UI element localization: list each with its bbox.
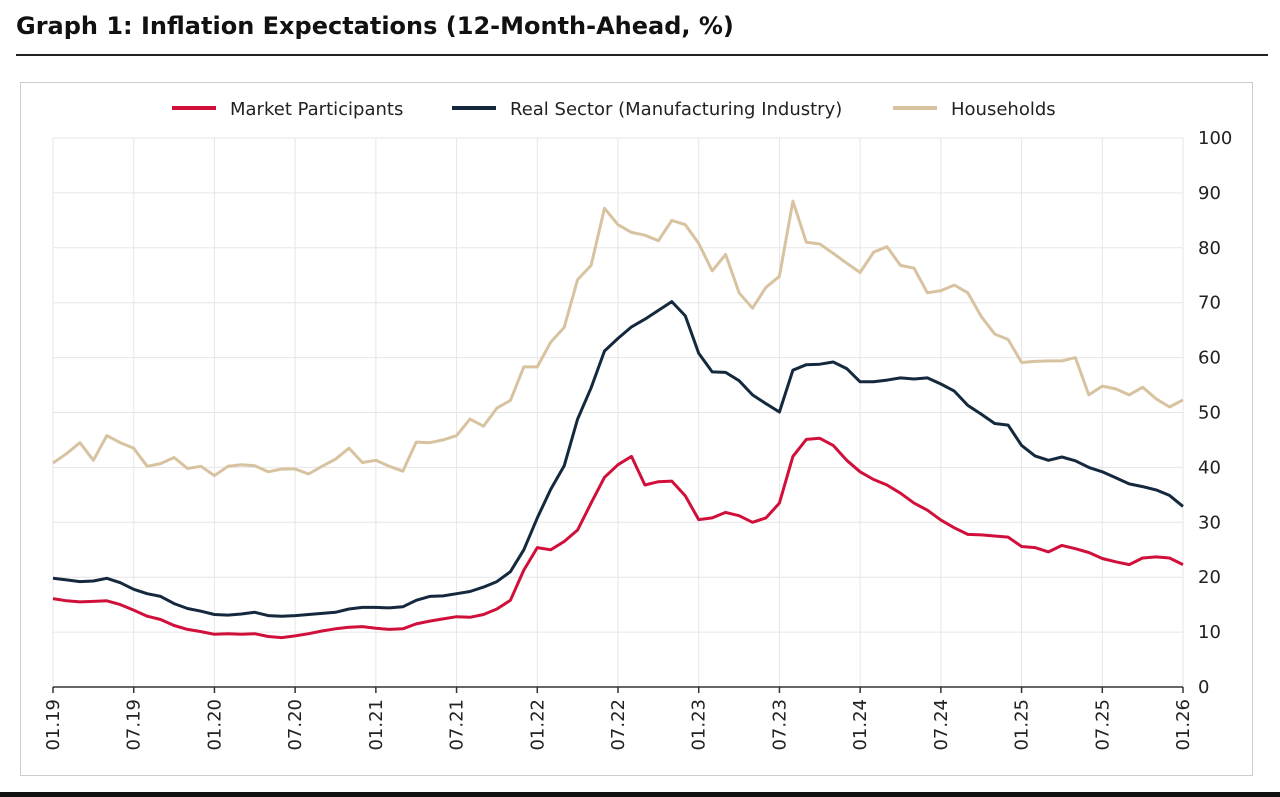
x-tick-label: 07.21 — [447, 699, 468, 751]
y-tick-label: 30 — [1198, 512, 1221, 533]
x-tick-label: 07.19 — [124, 699, 145, 751]
y-tick-label: 0 — [1198, 677, 1209, 698]
legend-label: Market Participants — [230, 99, 403, 120]
title-underline — [16, 54, 1268, 56]
bottom-divider — [0, 792, 1280, 797]
axes: 0 10 20 30 40 50 60 70 80 90 100 01.19 07.19 01.20 07.… — [43, 128, 1232, 751]
y-tick-label: 90 — [1198, 183, 1221, 204]
legend: Market Participants Real Sector (Manufact… — [172, 99, 1056, 120]
x-tick-label: 07.24 — [931, 699, 952, 751]
y-tick-label: 80 — [1198, 238, 1221, 259]
chart-frame — [20, 82, 1253, 776]
x-tick-label: 01.20 — [204, 699, 225, 751]
y-tick-label: 10 — [1198, 622, 1221, 643]
y-tick-label: 40 — [1198, 457, 1221, 478]
x-tick-label: 01.19 — [43, 699, 64, 751]
legend-label: Households — [951, 99, 1056, 120]
y-tick-label: 70 — [1198, 293, 1221, 314]
x-tick-label: 01.22 — [527, 699, 548, 751]
x-tick-label: 01.24 — [850, 699, 871, 751]
y-tick-label: 100 — [1198, 128, 1232, 149]
x-tick-label: 07.25 — [1092, 699, 1113, 751]
series-line-real-sector-manufacturing-industry- — [52, 300, 1184, 618]
y-tick-label: 20 — [1198, 567, 1221, 588]
series-line-households — [52, 199, 1184, 478]
x-tick-label: 01.25 — [1012, 699, 1033, 751]
x-tick-label: 01.21 — [366, 699, 387, 751]
y-tick-label: 60 — [1198, 348, 1221, 369]
series-line-market-participants — [52, 436, 1184, 640]
series-lines — [52, 199, 1184, 640]
y-tick-label: 50 — [1198, 403, 1221, 424]
x-tick-label: 01.23 — [689, 699, 710, 751]
chart-title: Graph 1: Inflation Expectations (12-Mont… — [16, 12, 734, 40]
legend-label: Real Sector (Manufacturing Industry) — [510, 99, 842, 120]
x-tick-label: 01.26 — [1173, 699, 1194, 751]
x-tick-label: 07.20 — [285, 699, 306, 751]
gridlines — [52, 137, 1184, 687]
x-tick-label: 07.22 — [608, 699, 629, 751]
x-tick-label: 07.23 — [769, 699, 790, 751]
